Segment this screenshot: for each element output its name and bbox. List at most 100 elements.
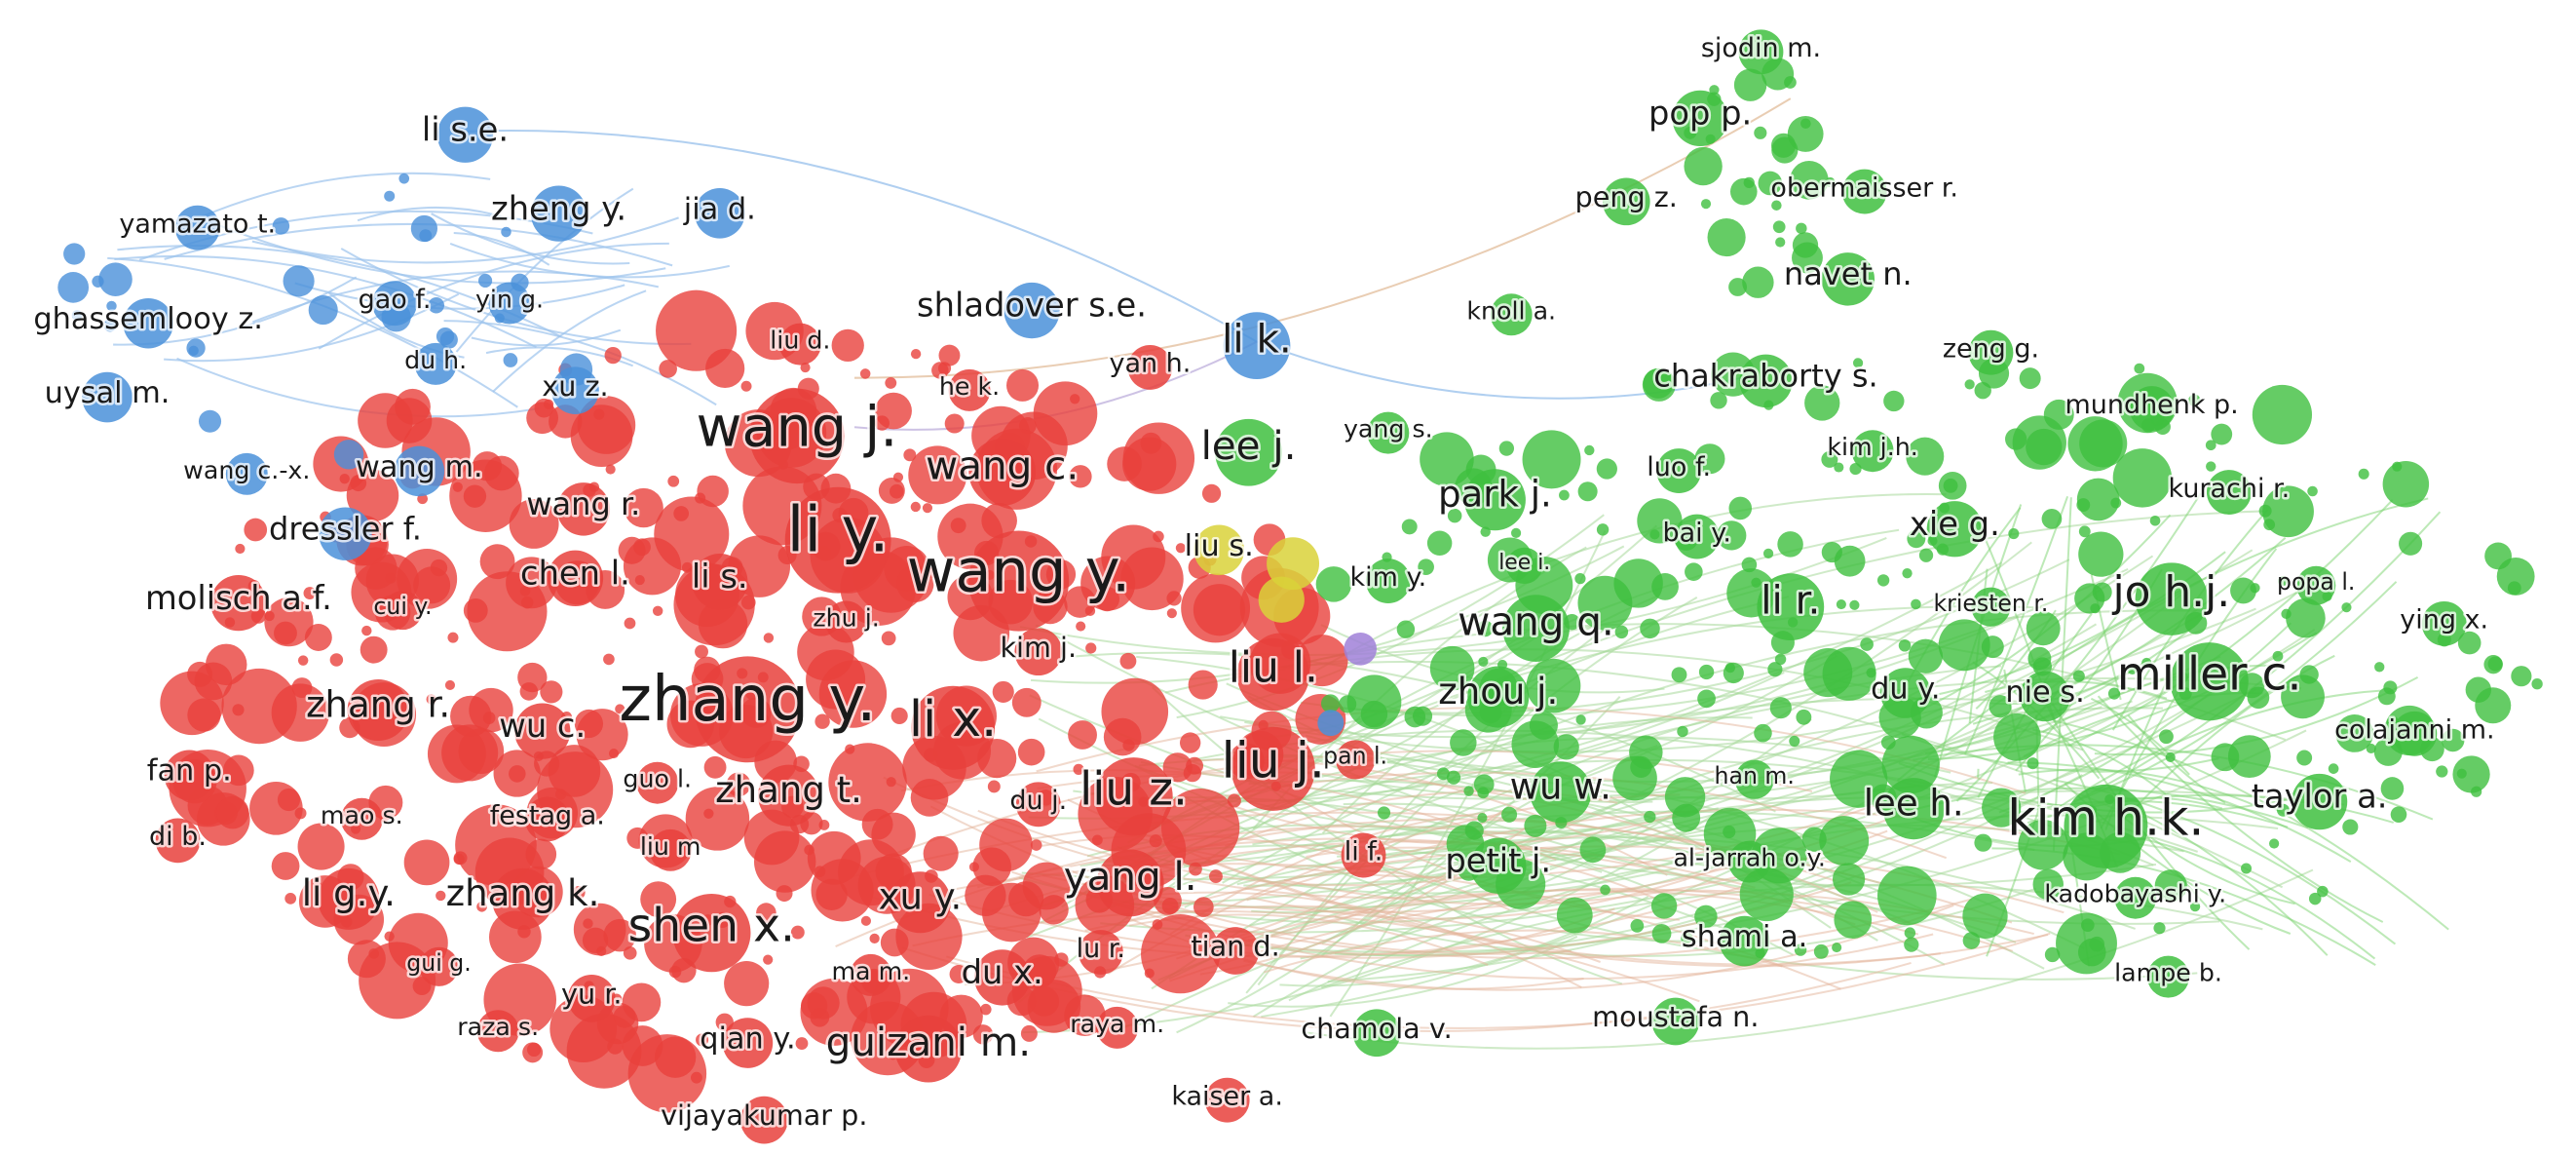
node-label: tian d. <box>1191 930 1279 963</box>
node-label: raza s. <box>457 1013 539 1041</box>
node-bubble <box>530 185 587 242</box>
bubble <box>1651 923 1672 943</box>
node-label: zhang r. <box>306 683 450 725</box>
bubble <box>1741 557 1758 573</box>
node-bubble <box>1094 757 1173 836</box>
bubble <box>1742 266 1774 298</box>
bubble <box>272 217 290 235</box>
node-bubble <box>825 600 868 643</box>
bubble <box>2531 678 2543 690</box>
node-label: liu s. <box>1185 529 1254 563</box>
bubble <box>2041 508 2063 529</box>
bubble <box>696 1033 709 1047</box>
bubble <box>1710 392 1727 409</box>
node-label: taylor a. <box>2252 778 2388 816</box>
bubble <box>1267 537 1320 591</box>
node-label: moustafa n. <box>1592 1000 1759 1033</box>
bubble <box>1477 620 1494 637</box>
bubble <box>1317 710 1345 737</box>
node-bubble <box>2291 773 2348 830</box>
edge <box>1327 628 2316 983</box>
node-label: shen x. <box>628 899 795 952</box>
bubble <box>1819 816 1870 866</box>
bubble <box>2487 656 2503 672</box>
bubble <box>1769 697 1792 719</box>
bubble <box>604 346 622 365</box>
bubble <box>2127 664 2138 675</box>
bubble <box>1834 462 1844 473</box>
bubble <box>1064 586 1096 618</box>
bubble <box>1522 430 1581 489</box>
bubble <box>1070 394 1080 404</box>
bubble <box>2452 755 2490 793</box>
node-bubble <box>2296 565 2336 605</box>
edge <box>1184 676 2302 908</box>
edge <box>2032 728 2167 795</box>
bubble <box>1911 598 1921 610</box>
bubble <box>1881 735 1940 794</box>
node-bubble <box>894 1015 963 1083</box>
bubble <box>103 318 117 332</box>
bubble <box>455 804 537 886</box>
bubble <box>987 780 1001 793</box>
bubble <box>593 408 605 420</box>
node-label: li g.y. <box>302 872 396 914</box>
bubble <box>1501 806 1518 823</box>
node-label: liu m <box>640 832 701 861</box>
bubble <box>519 682 539 701</box>
bubble <box>2342 819 2359 835</box>
node-label: yan h. <box>1109 349 1191 379</box>
bubble <box>577 396 636 454</box>
bubble <box>903 448 917 462</box>
node-label: gui g. <box>406 949 471 977</box>
bubble <box>1902 568 1913 579</box>
bubble <box>1420 432 1474 486</box>
bubble <box>221 668 297 745</box>
node-bubble <box>1738 29 1784 75</box>
node-bubble <box>82 371 133 423</box>
node-bubble <box>778 323 821 366</box>
edge <box>1151 665 2001 990</box>
bubble <box>890 707 908 725</box>
bubble <box>283 265 315 297</box>
node-bubble <box>524 796 570 842</box>
edge <box>318 242 669 350</box>
bubble <box>1446 770 1461 785</box>
bubble <box>1642 367 1676 402</box>
bubble <box>1694 905 1718 929</box>
bubble <box>652 605 663 617</box>
bubble <box>1904 927 1916 939</box>
node-bubble <box>414 342 457 385</box>
edge <box>357 206 502 222</box>
bubble <box>1320 694 1340 713</box>
node-label: wang q. <box>1458 598 1614 645</box>
bubble <box>1664 777 1706 818</box>
bubble <box>98 262 133 296</box>
bubble <box>509 765 526 783</box>
bubble <box>63 243 86 265</box>
bubble <box>1918 548 1934 562</box>
bubble <box>633 538 651 557</box>
bubble <box>1600 884 1610 896</box>
bubble <box>1774 653 1787 666</box>
bubble <box>1315 566 1352 602</box>
bubble <box>1436 767 1450 781</box>
edge <box>1074 651 1776 813</box>
bubble <box>1073 763 1084 775</box>
bubble <box>2317 885 2329 898</box>
bubble <box>2078 525 2091 538</box>
edge <box>2052 719 2449 931</box>
bubble <box>436 890 446 902</box>
bubble <box>2247 686 2270 710</box>
bubble <box>623 537 682 596</box>
bubble <box>360 635 388 664</box>
bubble <box>297 655 309 666</box>
bubble <box>384 190 396 202</box>
bubble <box>548 745 601 797</box>
bubble <box>1559 489 1570 501</box>
bubble <box>2230 577 2256 604</box>
bubble <box>2278 576 2289 587</box>
node-label: peng z. <box>1575 180 1678 213</box>
edge <box>465 130 1258 343</box>
bubble <box>859 368 871 379</box>
